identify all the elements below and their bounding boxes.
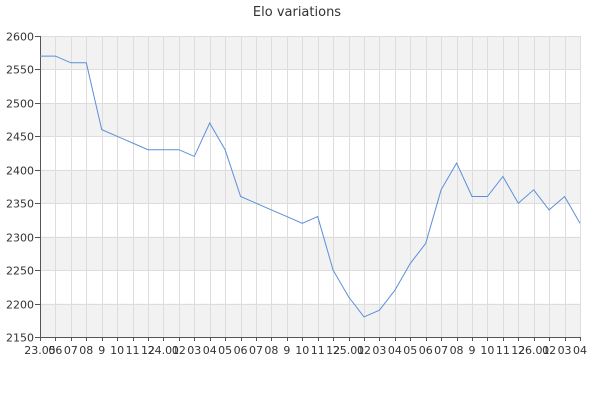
x-tick-label: 9 — [98, 344, 105, 357]
x-tick-label: 03 — [372, 344, 386, 357]
x-tick-label: 11 — [496, 344, 510, 357]
x-tick-label: 07 — [249, 344, 263, 357]
x-tick-label: 02 — [357, 344, 371, 357]
x-tick-label: 04 — [203, 344, 217, 357]
x-tick-label: 12 — [141, 344, 155, 357]
x-tick-label: 06 — [234, 344, 248, 357]
grid-band — [40, 303, 580, 337]
x-tick-label: 10 — [110, 344, 124, 357]
grid-band — [40, 236, 580, 271]
y-tick-label: 2200 — [6, 299, 34, 312]
axes — [35, 36, 581, 341]
y-tick-label: 2550 — [6, 64, 34, 77]
x-tick-label: 11 — [311, 344, 325, 357]
x-tick-label: 06 — [48, 344, 62, 357]
y-tick-label: 2400 — [6, 165, 34, 178]
y-tick-label: 2500 — [6, 98, 34, 111]
y-tick-labels: 2150 2200 2250 2300 2350 2400 2450 2500 2550 2600 — [6, 31, 34, 345]
x-tick-label: 12 — [511, 344, 525, 357]
grid-bands — [40, 36, 580, 337]
y-tick-label: 2600 — [6, 31, 34, 44]
x-tick-label: 08 — [264, 344, 278, 357]
x-tick-label: 08 — [79, 344, 93, 357]
x-tick-label: 02 — [172, 344, 186, 357]
x-tick-label: 26.01 — [518, 344, 550, 357]
series-group — [40, 55, 581, 318]
y-tick-label: 2150 — [6, 332, 34, 345]
x-tick-label: 12 — [326, 344, 340, 357]
x-tick-label: 11 — [126, 344, 140, 357]
x-tick-label: 07 — [434, 344, 448, 357]
x-tick-label: 05 — [218, 344, 232, 357]
x-tick-label: 05 — [403, 344, 417, 357]
x-tick-label: 04 — [573, 344, 587, 357]
x-tick-label: 02 — [542, 344, 556, 357]
x-tick-label: 07 — [64, 344, 78, 357]
y-tick-label: 2250 — [6, 265, 34, 278]
y-tick-label: 2300 — [6, 232, 34, 245]
y-tick-label: 2450 — [6, 131, 34, 144]
x-tick-label: 04 — [388, 344, 402, 357]
grid-band — [40, 102, 580, 137]
x-tick-label: 9 — [283, 344, 290, 357]
x-tick-label: 10 — [295, 344, 309, 357]
x-tick-label: 06 — [419, 344, 433, 357]
series-line — [40, 55, 581, 318]
x-tick-label: 03 — [187, 344, 201, 357]
x-tick-label: 25.01 — [333, 344, 365, 357]
x-tick-label: 24.01 — [148, 344, 180, 357]
x-tick-label: 03 — [558, 344, 572, 357]
x-tick-label: 08 — [450, 344, 464, 357]
vertical-grid — [40, 36, 581, 337]
x-tick-label: 9 — [469, 344, 476, 357]
grid-band — [40, 169, 580, 204]
chart-title: Elo variations — [253, 5, 341, 20]
x-tick-label: 10 — [480, 344, 494, 357]
y-tick-label: 2350 — [6, 198, 34, 211]
x-tick-label: 23.05 — [24, 344, 56, 357]
grid-band — [40, 36, 580, 70]
